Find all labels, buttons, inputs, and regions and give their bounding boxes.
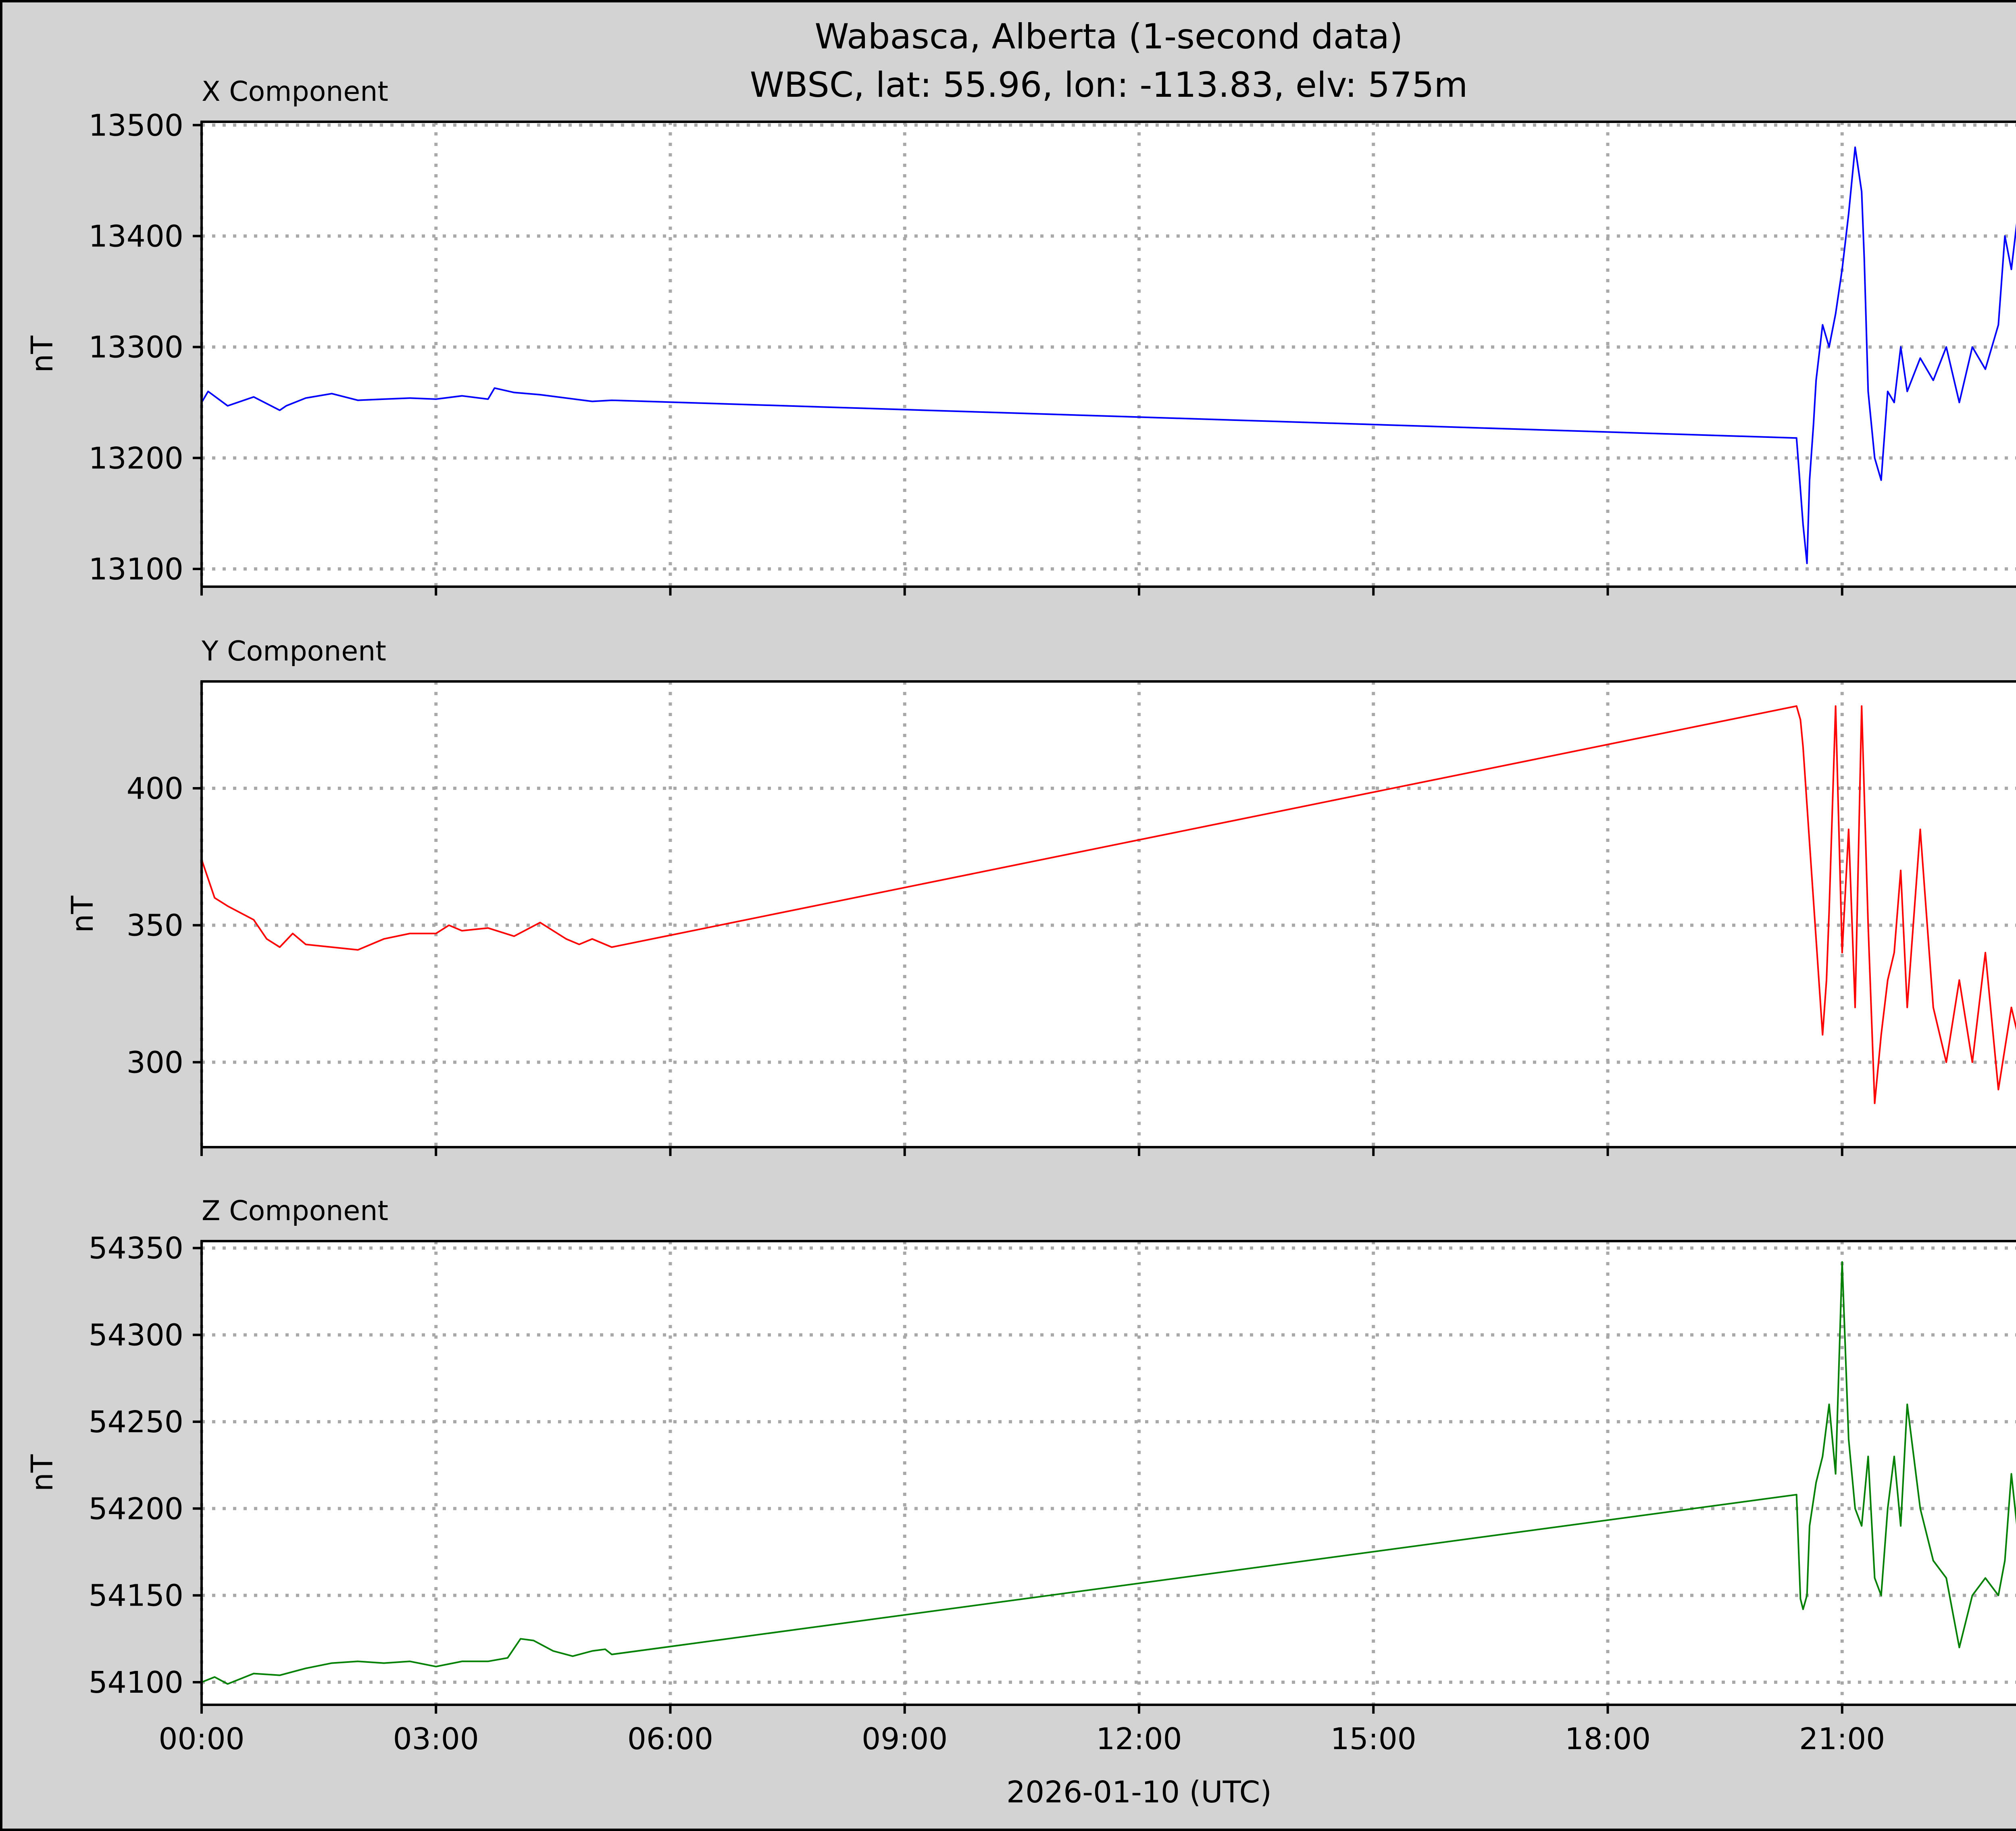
series-line [201,146,2016,565]
y-tick-label: 13400 [89,219,183,254]
y-tick-label: 54100 [89,1665,183,1700]
axes-frame [200,121,2016,588]
y-axis-label: nT [25,1454,60,1491]
x-tick-label: 12:00 [1096,1722,1182,1756]
x-tick-label: 18:00 [1565,1722,1651,1756]
panel-2: 54100 54150 54200 54250 54300 54350 Z Componen… [25,1195,2016,1756]
panel-title: Y Component [201,635,386,667]
y-tick-label: 13200 [89,441,183,476]
y-tick-label: 54200 [89,1491,183,1526]
y-tick-label: 54350 [89,1231,183,1266]
panel-1: 300 350 400 Y Component nT [65,635,2016,1156]
y-tick-label: 300 [127,1045,183,1080]
x-tick-label: 09:00 [862,1722,948,1756]
y-tick-label: 350 [127,908,183,943]
y-tick-label: 13300 [89,330,183,365]
plot-area [202,122,2016,587]
series-line [201,1261,2016,1685]
y-tick-label: 54150 [89,1579,183,1613]
panel-title: Z Component [202,1195,388,1227]
panel-0: 13100 13200 13300 13400 13500 X Component nT [25,76,2016,596]
chart-subtitle: WBSC, lat: 55.96, lon: -113.83, elv: 575… [750,65,1468,105]
series-line [201,705,2016,1104]
plot-area [202,1241,2016,1705]
y-axis-label: nT [65,896,100,933]
y-tick-label: 54300 [89,1318,183,1353]
plot-area [202,681,2016,1147]
x-tick-label: 15:00 [1331,1722,1416,1756]
axes-frame [200,680,2016,1148]
y-tick-label: 54250 [89,1405,183,1439]
x-axis-label: 2026-01-10 (UTC) [1006,1775,1272,1810]
panel-title: X Component [202,76,388,108]
x-tick-label: 00:00 [158,1722,244,1756]
chart-title: Wabasca, Alberta (1-second data) [815,17,1403,57]
axes-frame [200,1240,2016,1706]
y-tick-label: 13500 [89,108,183,143]
x-tick-label: 21:00 [1799,1722,1885,1756]
y-tick-label: 13100 [89,552,183,587]
y-axis-label: nT [25,335,60,373]
y-tick-label: 400 [127,771,183,806]
x-tick-label: 03:00 [393,1722,479,1756]
x-tick-label: 06:00 [627,1722,713,1756]
